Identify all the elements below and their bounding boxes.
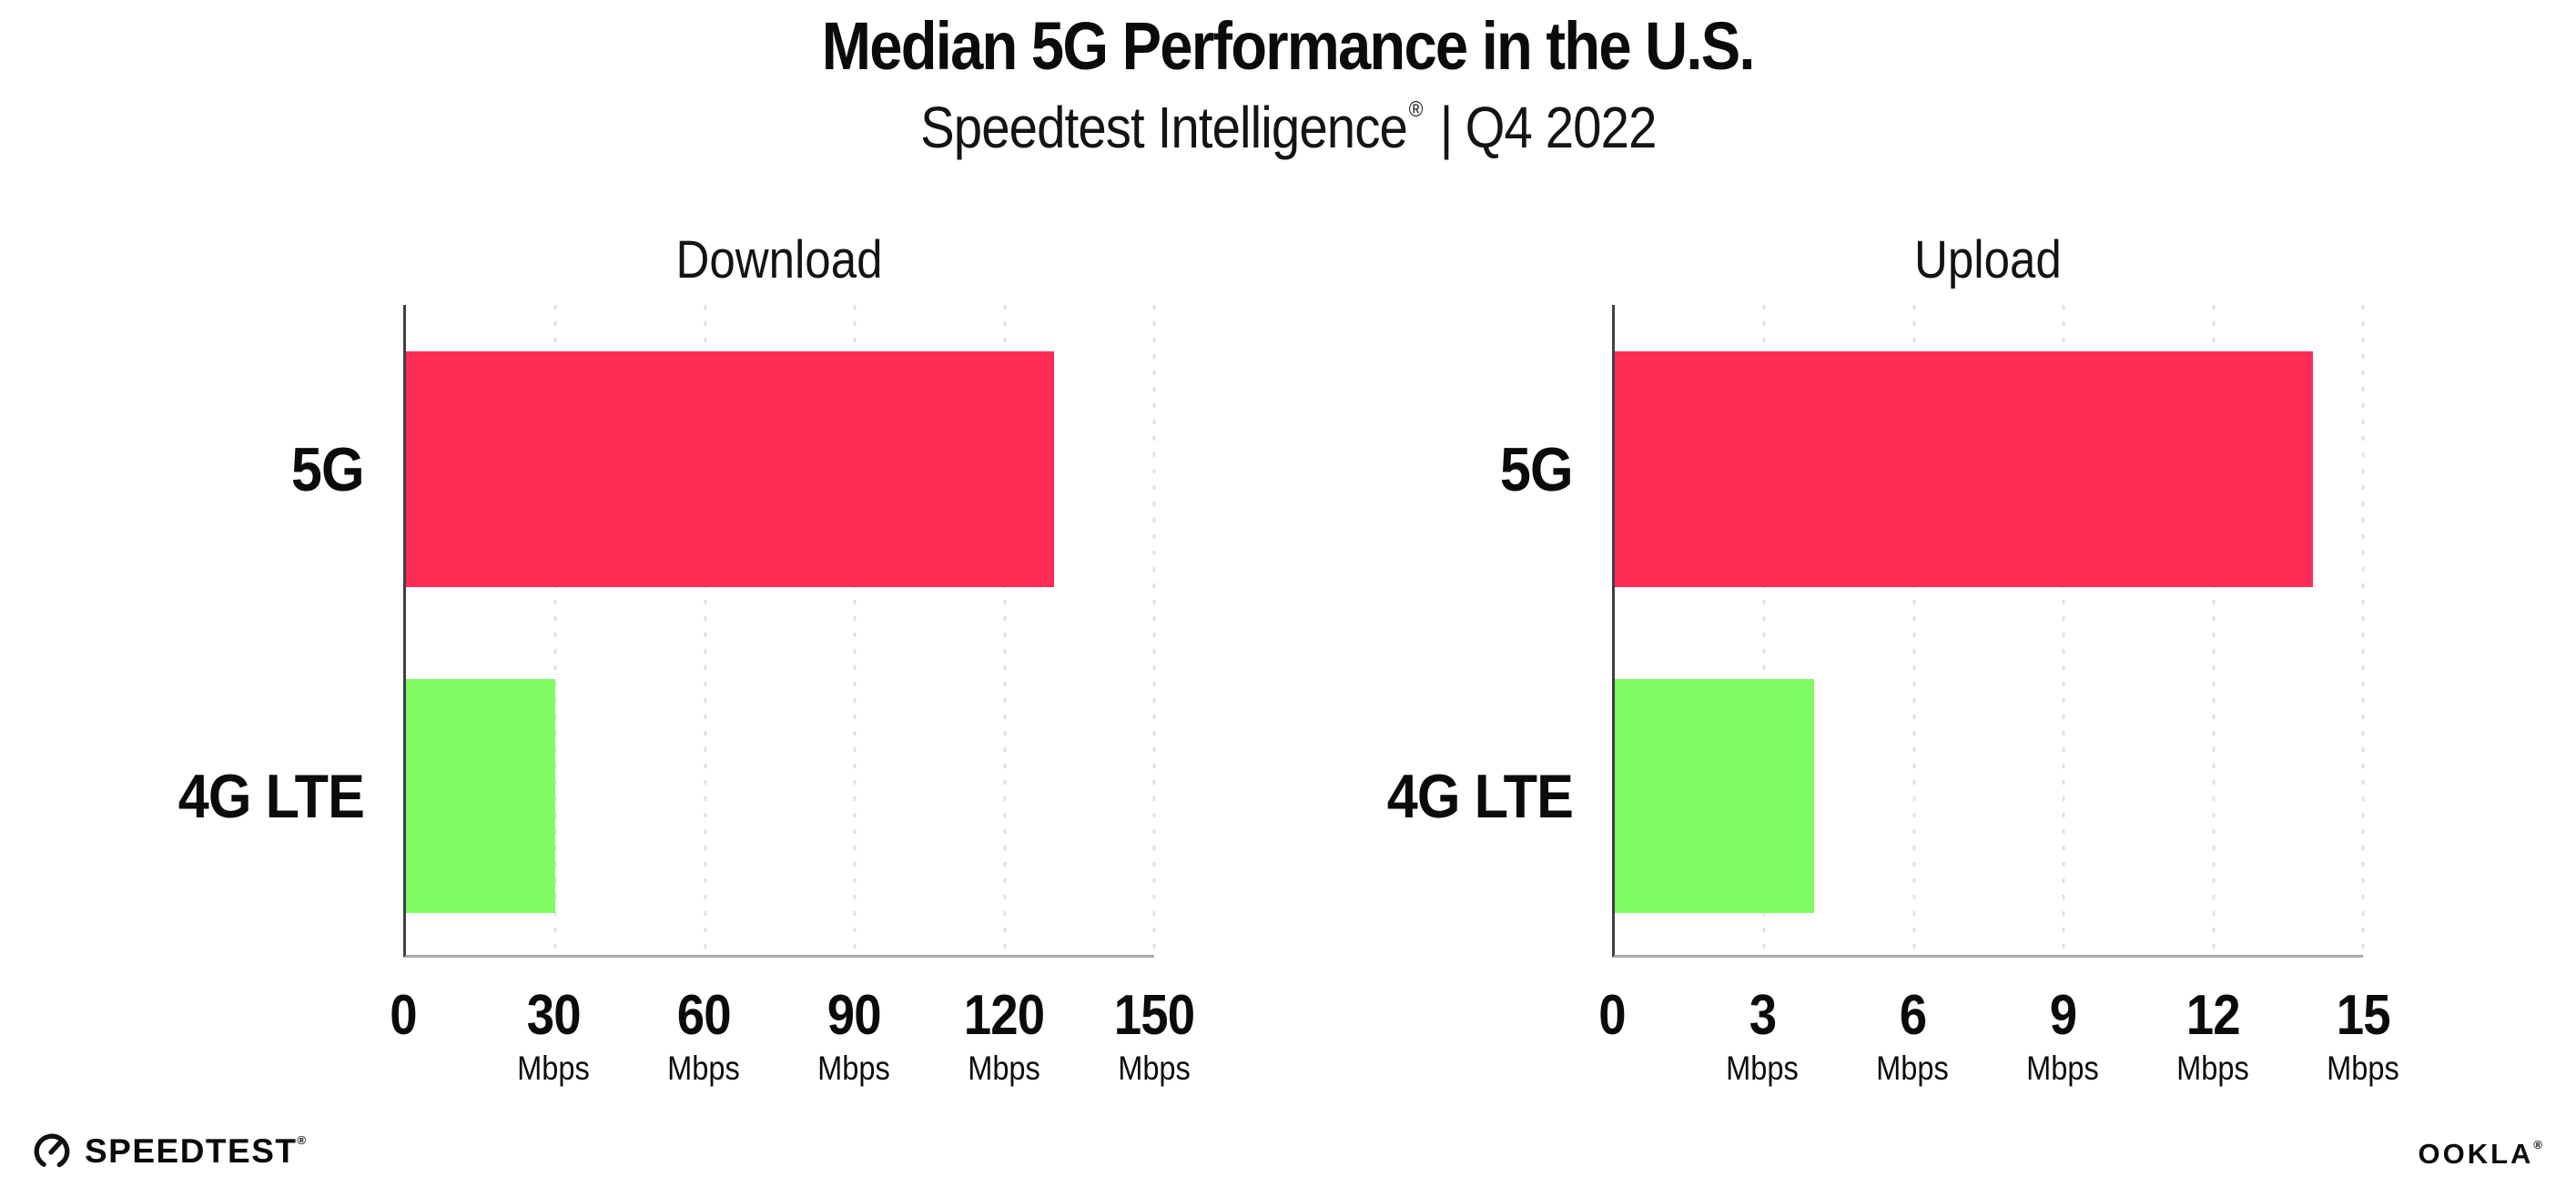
registered-mark: ®: [1408, 97, 1423, 123]
subtitle-period: Q4 2022: [1465, 95, 1657, 161]
x-tick-unit: Mbps: [667, 1050, 740, 1087]
category-label-5g: 5G: [1500, 434, 1574, 504]
x-tick-unit: Mbps: [1726, 1050, 1799, 1087]
category-label-4g-lte: 4G LTE: [1386, 761, 1574, 831]
gridline-6: [1912, 305, 1916, 955]
x-tick-12: 12 Mbps: [2172, 984, 2254, 1087]
gridline-150: [1152, 305, 1156, 955]
upload-plot-area: [1612, 305, 2365, 958]
page-title-text: Median 5G Performance in the U.S.: [822, 8, 1756, 84]
gridline-60: [704, 305, 707, 955]
x-tick-6: 6 Mbps: [1871, 984, 1953, 1087]
x-tick-0: 0: [388, 988, 418, 1044]
ookla-logo: OOKLA®: [2418, 1138, 2545, 1171]
x-tick-unit: Mbps: [1118, 1050, 1191, 1087]
chart-title-upload: Upload: [1913, 230, 2062, 289]
gridline-3: [1762, 305, 1766, 955]
x-tick-value: 3: [1749, 984, 1776, 1047]
speedtest-gauge-icon: [31, 1131, 73, 1172]
x-tick-90: 90 Mbps: [813, 984, 895, 1087]
x-tick-120: 120 Mbps: [958, 984, 1050, 1087]
gridline-30: [553, 305, 557, 955]
gridline-15: [2361, 305, 2365, 955]
gridline-120: [1003, 305, 1007, 955]
x-tick-3: 3 Mbps: [1721, 984, 1803, 1087]
x-tick-value: 0: [1598, 984, 1626, 1047]
x-tick-unit: Mbps: [968, 1050, 1040, 1087]
x-tick-unit: Mbps: [1876, 1050, 1949, 1087]
category-label-5g: 5G: [291, 434, 365, 504]
x-tick-15: 15 Mbps: [2322, 984, 2404, 1087]
x-tick-unit: Mbps: [817, 1050, 890, 1087]
subtitle-brand: Speedtest Intelligence: [919, 95, 1408, 161]
x-tick-value: 150: [1113, 984, 1195, 1047]
download-category-labels: 5G 4G LTE: [0, 305, 365, 958]
x-tick-value: 0: [390, 984, 417, 1047]
speedtest-wordmark: SPEEDTEST®: [85, 1132, 308, 1170]
ookla-wordmark: OOKLA: [2418, 1138, 2534, 1170]
x-tick-unit: Mbps: [2327, 1050, 2399, 1087]
header: Median 5G Performance in the U.S. Speedt…: [0, 7, 2576, 161]
upload-category-labels: 5G 4G LTE: [1209, 305, 1574, 958]
speedtest-logo: SPEEDTEST®: [31, 1131, 308, 1172]
x-tick-9: 9 Mbps: [2022, 984, 2104, 1087]
gridline-90: [853, 305, 857, 955]
x-tick-value: 30: [526, 984, 582, 1047]
download-plot-area: [403, 305, 1156, 958]
upload-x-axis: 0 3 Mbps 6 Mbps 9 Mbps 12 Mbps 15 Mbps: [1598, 984, 2399, 1124]
upload-chart: Upload 5G 4G LTE 0 3 Mbps 6 Mbps 9 Mbps 12 Mbps 15…: [1209, 218, 2497, 1138]
ookla-registered-mark: ®: [2533, 1138, 2545, 1151]
page-subtitle: Speedtest Intelligence® | Q4 2022: [0, 94, 2576, 161]
x-tick-unit: Mbps: [2026, 1050, 2099, 1087]
download-x-axis: 0 30 Mbps 60 Mbps 90 Mbps 120 Mbps 150 Mbps: [390, 984, 1195, 1124]
download-chart: Download 5G 4G LTE 0 30 Mbps 60 Mbps 90 Mbps 120…: [0, 218, 1288, 1138]
x-tick-60: 60 Mbps: [663, 984, 745, 1087]
subtitle-separator: |: [1439, 95, 1453, 161]
x-tick-150: 150 Mbps: [1109, 984, 1200, 1087]
speedtest-registered-mark: ®: [297, 1133, 308, 1147]
x-tick-unit: Mbps: [2176, 1050, 2249, 1087]
page-title: Median 5G Performance in the U.S.: [0, 7, 2576, 85]
x-tick-value: 9: [2049, 984, 2076, 1047]
x-tick-value: 12: [2186, 984, 2241, 1047]
x-tick-30: 30 Mbps: [512, 984, 594, 1087]
category-label-4g-lte: 4G LTE: [177, 761, 365, 831]
bar-5g-download: [406, 351, 1055, 587]
x-tick-value: 60: [676, 984, 732, 1047]
bar-5g-upload: [1615, 351, 2314, 587]
x-tick-value: 6: [1899, 984, 1926, 1047]
x-tick-value: 120: [963, 984, 1045, 1047]
gridline-12: [2212, 305, 2216, 955]
bar-4g-lte-upload: [1615, 679, 1815, 913]
x-tick-value: 90: [827, 984, 882, 1047]
gridline-9: [2062, 305, 2065, 955]
x-tick-0: 0: [1597, 988, 1627, 1044]
bar-4g-lte-download: [406, 679, 556, 913]
x-tick-unit: Mbps: [517, 1050, 590, 1087]
chart-title-download: Download: [674, 230, 882, 289]
x-tick-value: 15: [2336, 984, 2391, 1047]
